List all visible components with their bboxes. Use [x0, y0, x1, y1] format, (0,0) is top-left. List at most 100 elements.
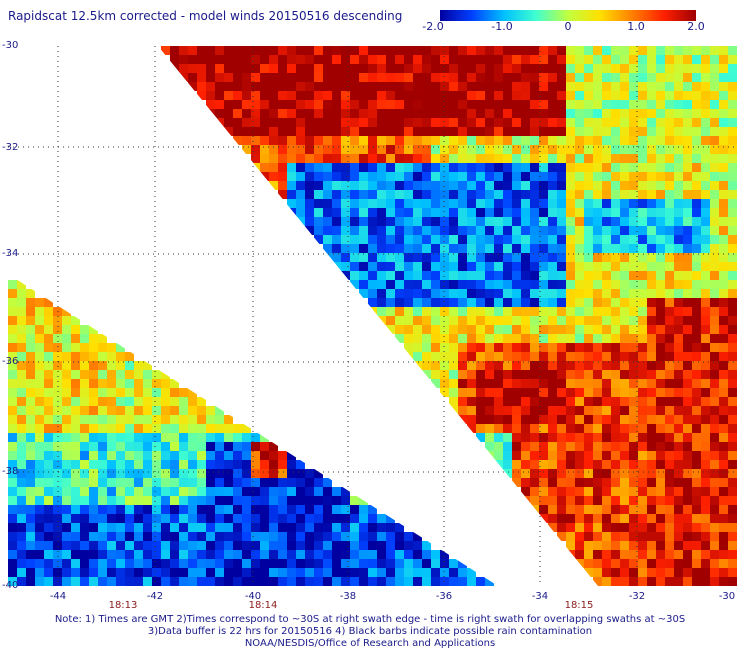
wind-cell — [71, 316, 80, 325]
wind-cell — [494, 307, 503, 316]
note-line-3: NOAA/NESDIS/Office of Research and Appli… — [244, 638, 496, 649]
wind-cell — [557, 334, 566, 343]
wind-cell — [638, 334, 647, 343]
wind-cell — [584, 352, 593, 361]
wind-cell — [386, 181, 395, 190]
wind-cell — [638, 532, 647, 541]
wind-cell — [584, 415, 593, 424]
wind-cell — [512, 415, 521, 424]
wind-cell — [458, 64, 467, 73]
wind-cell — [638, 172, 647, 181]
wind-cell — [620, 550, 629, 559]
wind-cell — [278, 532, 287, 541]
wind-cell — [530, 271, 539, 280]
wind-cell — [116, 343, 125, 352]
wind-cell — [638, 271, 647, 280]
wind-cell — [665, 136, 674, 145]
wind-cell — [692, 316, 701, 325]
wind-cell — [728, 136, 737, 145]
wind-cell — [170, 424, 179, 433]
wind-cell — [359, 217, 368, 226]
wind-cell — [530, 127, 539, 136]
wind-cell — [332, 181, 341, 190]
wind-cell — [593, 559, 602, 568]
wind-cell — [647, 64, 656, 73]
wind-cell — [449, 568, 458, 577]
wind-cell — [359, 262, 368, 271]
wind-cell — [449, 253, 458, 262]
wind-cell — [449, 208, 458, 217]
wind-cell — [341, 163, 350, 172]
wind-cell — [548, 253, 557, 262]
wind-cell — [26, 514, 35, 523]
wind-cell — [728, 352, 737, 361]
wind-cell — [719, 496, 728, 505]
wind-cell — [71, 424, 80, 433]
wind-cell — [629, 271, 638, 280]
wind-cell — [161, 541, 170, 550]
wind-cell — [539, 46, 548, 55]
wind-cell — [260, 46, 269, 55]
wind-cell — [359, 199, 368, 208]
wind-cell — [170, 433, 179, 442]
wind-cell — [665, 433, 674, 442]
wind-cell — [125, 460, 134, 469]
wind-cell — [494, 127, 503, 136]
wind-cell — [521, 406, 530, 415]
wind-cell — [701, 334, 710, 343]
wind-cell — [287, 55, 296, 64]
wind-cell — [692, 451, 701, 460]
wind-cell — [116, 469, 125, 478]
wind-cell — [485, 370, 494, 379]
wind-cell — [503, 118, 512, 127]
wind-cell — [251, 82, 260, 91]
wind-cell — [575, 334, 584, 343]
wind-cell — [611, 523, 620, 532]
wind-cell — [224, 541, 233, 550]
wind-cell — [584, 361, 593, 370]
wind-cell — [593, 568, 602, 577]
wind-cell — [683, 46, 692, 55]
wind-cell — [674, 343, 683, 352]
wind-cell — [206, 505, 215, 514]
wind-cell — [656, 406, 665, 415]
wind-cell — [593, 181, 602, 190]
wind-cell — [260, 478, 269, 487]
wind-cell — [611, 154, 620, 163]
wind-cell — [656, 226, 665, 235]
wind-cell — [647, 73, 656, 82]
wind-cell — [422, 289, 431, 298]
wind-cell — [494, 370, 503, 379]
wind-cell — [701, 64, 710, 73]
wind-cell — [197, 442, 206, 451]
wind-cell — [314, 505, 323, 514]
wind-cell — [710, 478, 719, 487]
wind-cell — [377, 181, 386, 190]
wind-cell — [494, 154, 503, 163]
wind-cell — [494, 136, 503, 145]
wind-cell — [539, 226, 548, 235]
wind-cell — [287, 145, 296, 154]
wind-cell — [26, 478, 35, 487]
wind-cell — [539, 127, 548, 136]
wind-cell — [53, 505, 62, 514]
wind-cell — [449, 577, 458, 586]
wind-cell — [620, 433, 629, 442]
wind-cell — [143, 406, 152, 415]
wind-cell — [593, 145, 602, 154]
wind-cell — [512, 127, 521, 136]
wind-cell — [386, 199, 395, 208]
wind-cell — [683, 109, 692, 118]
wind-cell — [476, 64, 485, 73]
wind-cell — [593, 397, 602, 406]
wind-cell — [638, 262, 647, 271]
wind-cell — [593, 379, 602, 388]
wind-cell — [287, 577, 296, 586]
wind-cell — [647, 433, 656, 442]
wind-cell — [215, 550, 224, 559]
wind-cell — [611, 253, 620, 262]
wind-cell — [107, 541, 116, 550]
wind-cell — [197, 424, 206, 433]
wind-cell — [125, 496, 134, 505]
wind-cell — [656, 100, 665, 109]
